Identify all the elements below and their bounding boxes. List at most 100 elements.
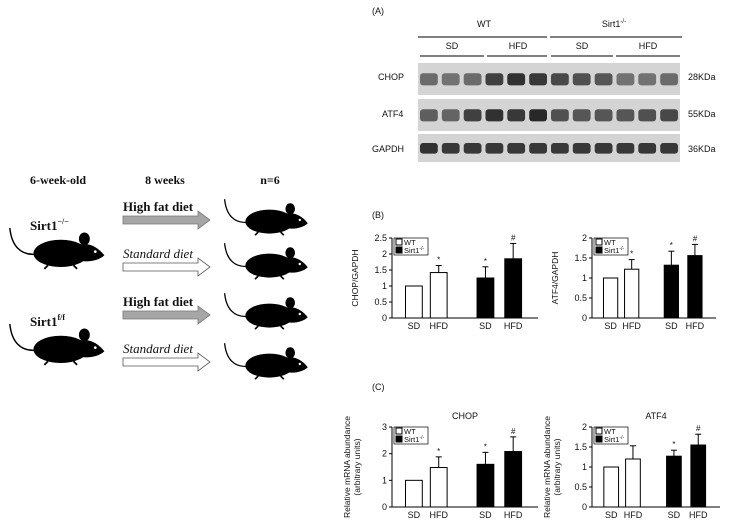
band-name: CHOP bbox=[378, 72, 404, 82]
significance-mark: * bbox=[630, 250, 633, 259]
x-tick-label: SD bbox=[668, 510, 681, 520]
x-tick-label: HFD bbox=[622, 321, 641, 331]
significance-mark: * bbox=[437, 256, 440, 265]
panel-c-label: (C) bbox=[372, 382, 385, 392]
y-tick-label: 1.5 bbox=[574, 253, 587, 263]
band-size: 55KDa bbox=[688, 109, 716, 119]
y-axis-label: ATF4/GAPDH bbox=[550, 252, 560, 305]
legend-label: WT bbox=[404, 427, 416, 436]
bar bbox=[429, 272, 448, 319]
blot-band bbox=[572, 73, 591, 86]
legend-label: WT bbox=[604, 427, 616, 436]
legend-box bbox=[393, 237, 429, 256]
bar bbox=[504, 258, 523, 319]
significance-mark: # bbox=[696, 424, 701, 433]
x-tick-label: SD bbox=[665, 321, 678, 331]
chart-atf4-mrna: 0 0.5 1 1.5 2 Relative mRNA abundance (arbitra… bbox=[542, 411, 720, 520]
diet-label: HFD bbox=[639, 41, 658, 51]
bar bbox=[602, 277, 619, 319]
diet-sd-label: Standard diet bbox=[123, 246, 193, 261]
bar bbox=[405, 285, 423, 319]
panel-b-label: (B) bbox=[372, 210, 384, 220]
y-axis-label: Relative mRNA abundance bbox=[342, 416, 352, 518]
blot-band bbox=[594, 109, 613, 122]
blot-band bbox=[660, 143, 678, 154]
x-tick-label: SD bbox=[605, 510, 618, 520]
blot-band bbox=[463, 73, 482, 86]
genotype-ko-label: Sirt1-/- bbox=[602, 19, 626, 29]
y-tick-label: 2.5 bbox=[374, 233, 387, 243]
legend-swatch bbox=[395, 435, 403, 443]
legend-box bbox=[593, 426, 629, 445]
legend-label-sup: -/- bbox=[619, 435, 624, 441]
blot-band bbox=[529, 109, 547, 122]
arrow-white-icon bbox=[122, 257, 211, 277]
col-age-label: 6-week-old bbox=[30, 173, 86, 187]
legend-label: Sirt1-/- bbox=[404, 246, 424, 255]
legend-swatch bbox=[395, 427, 403, 435]
legend-swatch bbox=[595, 435, 603, 443]
blot-band bbox=[616, 109, 635, 122]
y-tick-label: 1.5 bbox=[374, 265, 387, 275]
y-tick-label: 0 bbox=[382, 313, 387, 323]
blot-band bbox=[551, 73, 569, 86]
bar bbox=[666, 455, 682, 508]
legend-label-sup: -/- bbox=[419, 246, 424, 252]
diet-label: SD bbox=[576, 41, 589, 51]
schematic: 6-week-old 8 weeks n=6 Sirt1−/− Sirt1f/f… bbox=[8, 173, 309, 380]
blot-band bbox=[463, 109, 482, 122]
x-tick-label: HFD bbox=[504, 510, 523, 520]
bar bbox=[663, 264, 679, 319]
blot-band bbox=[441, 73, 460, 86]
diet-hfd-label: High fat diet bbox=[123, 294, 194, 309]
significance-mark: # bbox=[511, 233, 516, 242]
chart-atf4-protein: 0 0.5 1 1.5 2 ATF4/GAPDH SD * HFD * SD # HFD WTSirt1-… bbox=[550, 233, 716, 331]
blot-band bbox=[507, 73, 526, 86]
y-tick-label: 0 bbox=[382, 502, 387, 512]
blot-band bbox=[485, 109, 504, 122]
legend-swatch bbox=[395, 238, 403, 246]
blot-band bbox=[463, 143, 482, 154]
significance-mark: * bbox=[672, 440, 675, 449]
legend-label: Sirt1-/- bbox=[604, 435, 624, 444]
y-tick-label: 1 bbox=[582, 273, 587, 283]
blot-band bbox=[420, 109, 438, 122]
arrow-gray-icon bbox=[122, 305, 211, 325]
legend-swatch bbox=[595, 246, 603, 254]
blot-band bbox=[594, 73, 613, 86]
blot-band bbox=[485, 73, 504, 86]
blot-band bbox=[507, 109, 526, 122]
significance-mark: # bbox=[693, 234, 698, 243]
legend-swatch bbox=[595, 427, 603, 435]
blot-band bbox=[616, 143, 635, 154]
legend-box bbox=[393, 426, 429, 445]
y-tick-label: 0 bbox=[582, 502, 587, 512]
col-n-label: n=6 bbox=[260, 173, 280, 187]
legend-box bbox=[593, 237, 629, 256]
arrow-white-icon bbox=[122, 352, 211, 372]
legend-swatch bbox=[395, 246, 403, 254]
chart-chop-mrna: 0 1 2 3 Relative mRNA abundance (arbitrary un… bbox=[342, 411, 538, 520]
legend-label: Sirt1-/- bbox=[604, 246, 624, 255]
blot-band bbox=[572, 143, 591, 154]
blot-band bbox=[551, 109, 569, 122]
blot-strip bbox=[418, 99, 680, 131]
chart-title: CHOP bbox=[452, 411, 478, 421]
bar bbox=[429, 467, 448, 508]
legend-label-sup: -/- bbox=[619, 246, 624, 252]
mouse-icon bbox=[8, 227, 106, 270]
legend-label: WT bbox=[404, 238, 416, 247]
band-size: 28KDa bbox=[688, 72, 716, 82]
mouse-icon bbox=[223, 342, 309, 380]
arrow-gray-icon bbox=[122, 210, 211, 230]
bar bbox=[625, 458, 641, 508]
bar bbox=[624, 268, 640, 319]
mouse-icon bbox=[223, 198, 309, 236]
significance-mark: * bbox=[484, 257, 487, 266]
diet-label: SD bbox=[446, 41, 459, 51]
blot-band bbox=[485, 143, 504, 154]
group-ko-label: Sirt1−/− bbox=[30, 217, 69, 233]
x-tick-label: HFD bbox=[624, 510, 643, 520]
blot-band bbox=[660, 109, 678, 122]
blot-band bbox=[529, 143, 547, 154]
